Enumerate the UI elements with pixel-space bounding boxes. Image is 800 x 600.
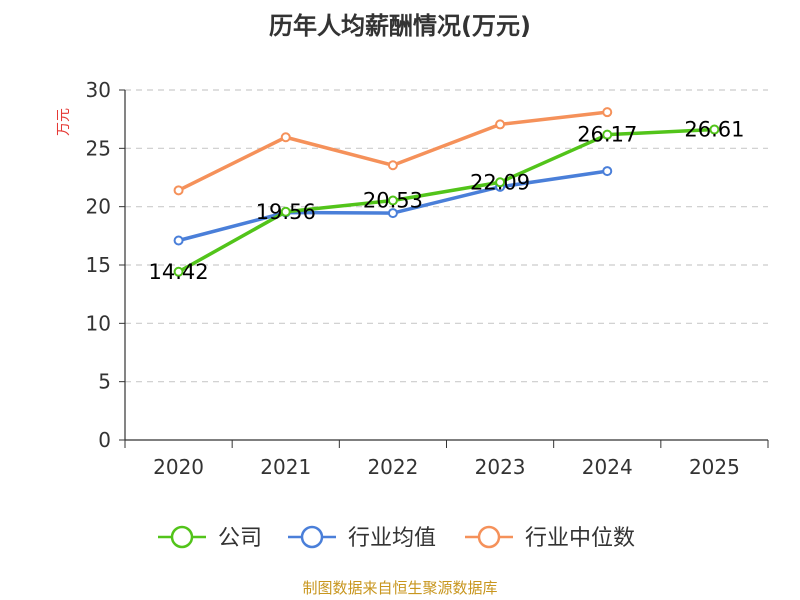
y-tick-label: 0	[98, 428, 111, 452]
legend[interactable]: 公司 行业均值 行业中位数	[158, 525, 635, 551]
series-line-2	[177, 110, 608, 192]
y-tick-label: 20	[86, 195, 111, 219]
series-point-0	[280, 206, 291, 217]
series-point-1	[602, 166, 613, 177]
data-label: 20.53	[363, 188, 423, 212]
x-tick-label: 2020	[153, 455, 204, 479]
series-point-2	[495, 119, 506, 130]
series-point-2	[280, 132, 291, 143]
legend-marker-0	[170, 525, 194, 549]
chart-title: 历年人均薪酬情况(万元)	[269, 12, 531, 40]
gridlines	[125, 89, 768, 383]
x-tick-label: 2023	[475, 455, 526, 479]
series-point-2	[173, 185, 184, 196]
legend-label-0: 公司	[218, 526, 262, 551]
data-label: 26.17	[577, 123, 637, 147]
y-tick-label: 10	[86, 311, 111, 335]
y-tick-label: 25	[86, 136, 111, 160]
series-point-0	[387, 195, 398, 206]
x-tick-label: 2024	[582, 455, 633, 479]
legend-marker-1	[300, 525, 324, 549]
series-line-0	[177, 127, 715, 274]
y-tick-label: 30	[86, 78, 111, 102]
legend-label-2: 行业中位数	[525, 526, 635, 551]
series-point-0	[709, 124, 720, 135]
series-point-1	[173, 235, 184, 246]
series-point-0	[602, 129, 613, 140]
y-axis-label: 万元	[56, 108, 72, 136]
data-labels: 14.42 19.56 20.53 22.09 26.17 26.61	[149, 118, 745, 284]
data-label: 26.61	[684, 118, 744, 142]
y-tick-label: 5	[98, 370, 111, 394]
y-tick-label: 15	[86, 253, 111, 277]
series-point-1	[387, 208, 398, 219]
data-label: 22.09	[470, 170, 530, 194]
series-point-0	[495, 177, 506, 188]
data-label: 14.42	[149, 260, 209, 284]
series-point-2	[387, 160, 398, 171]
source-note: 制图数据来自恒生聚源数据库	[302, 579, 497, 597]
series-point-0	[173, 266, 184, 277]
legend-marker-2	[477, 525, 501, 549]
x-tick-label: 2021	[260, 455, 311, 479]
data-label: 19.56	[256, 200, 316, 224]
series-point-2	[602, 107, 613, 118]
series-group	[173, 107, 720, 277]
x-tick-label: 2025	[689, 455, 740, 479]
x-tick-label: 2022	[367, 455, 418, 479]
legend-label-1: 行业均值	[348, 526, 436, 551]
